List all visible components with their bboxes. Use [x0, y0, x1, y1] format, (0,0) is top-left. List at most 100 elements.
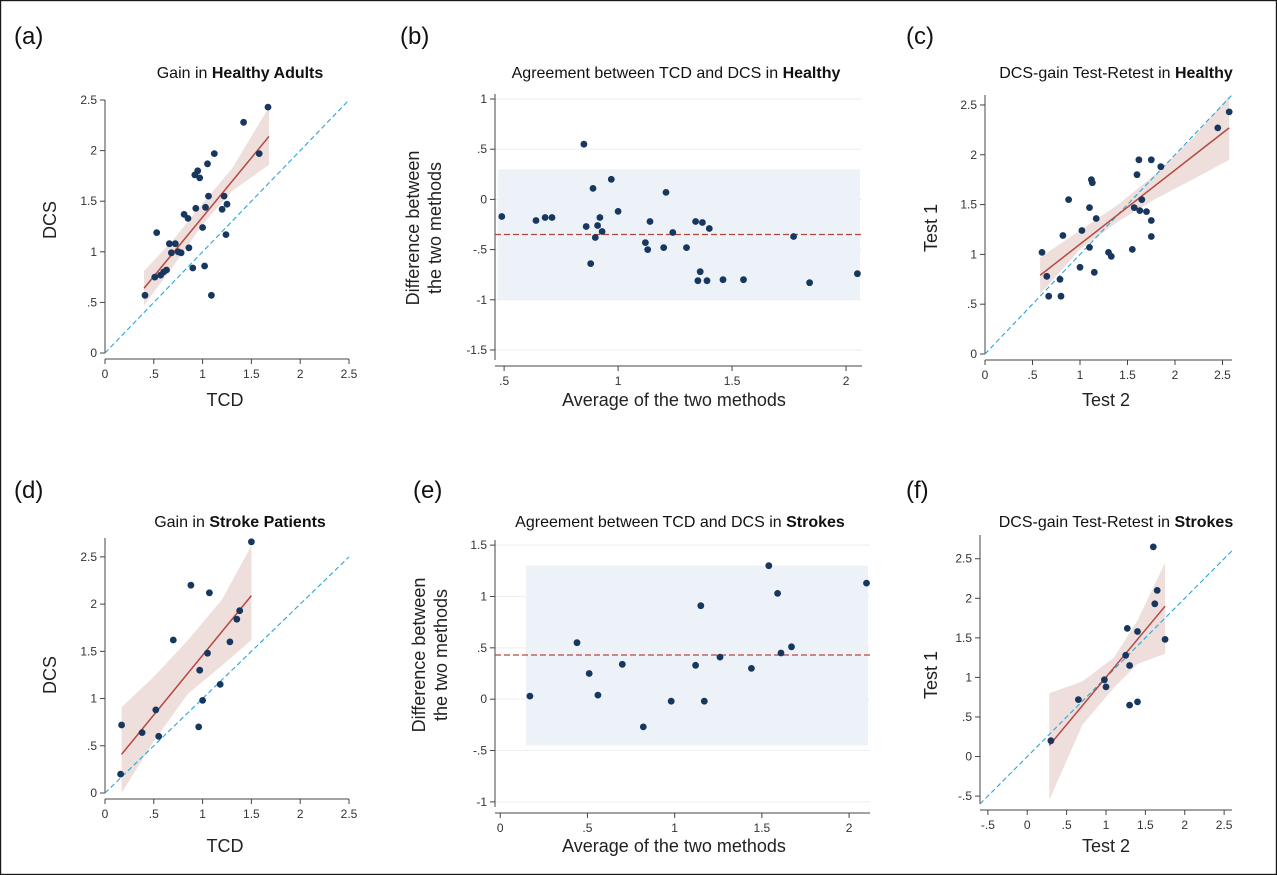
- data-point: [705, 225, 713, 232]
- x-tick-label: .5: [1027, 368, 1037, 382]
- data-point: [177, 249, 185, 257]
- data-point: [696, 268, 704, 276]
- panel-title-bold: Healthy: [1175, 65, 1233, 82]
- x-tick-label: 1.5: [243, 807, 260, 821]
- data-point: [192, 204, 200, 212]
- data-point: [264, 103, 272, 111]
- panel-letter: (d): [14, 477, 43, 504]
- data-point: [168, 249, 175, 257]
- x-tick-label: 2: [1172, 368, 1179, 382]
- data-point: [1133, 171, 1141, 179]
- data-point: [248, 538, 255, 546]
- panel-title-bold: Healthy: [783, 65, 841, 82]
- data-point: [716, 653, 724, 661]
- data-point: [594, 222, 601, 229]
- data-point: [662, 189, 670, 196]
- data-point: [206, 589, 213, 597]
- y-axis-label: DCS: [40, 656, 60, 694]
- y-tick-label: 2: [90, 597, 97, 611]
- panel-title-plain: Agreement between TCD and DCS in: [512, 65, 783, 82]
- data-point: [216, 681, 224, 688]
- data-point: [236, 607, 244, 615]
- data-point: [591, 234, 599, 241]
- x-tick-label: 2: [843, 374, 850, 388]
- data-point: [1153, 587, 1161, 594]
- data-point: [1134, 628, 1141, 635]
- x-tick-label: 0: [982, 368, 989, 382]
- x-tick-label: 0: [102, 807, 109, 821]
- y-tick-label: 1: [90, 245, 97, 259]
- x-axis-label: Test 2: [1082, 390, 1130, 410]
- x-tick-label: 1.5: [243, 367, 260, 381]
- data-point: [163, 266, 170, 274]
- y-axis-label-line1: Difference between: [409, 578, 429, 733]
- data-point: [1102, 683, 1110, 691]
- data-point: [204, 649, 211, 657]
- data-point: [683, 244, 690, 252]
- data-point: [1128, 246, 1136, 253]
- y-tick-label: -1: [476, 293, 487, 307]
- data-point: [118, 721, 125, 729]
- data-point: [694, 277, 702, 285]
- data-point: [703, 277, 711, 285]
- y-tick-label: 1.5: [80, 194, 97, 208]
- data-point: [548, 214, 556, 221]
- x-tick-label: 2.5: [341, 367, 358, 381]
- data-point: [1076, 263, 1084, 271]
- panel-letter: (c): [906, 23, 934, 50]
- data-point: [196, 666, 204, 674]
- y-tick-label: 0: [965, 750, 972, 764]
- x-tick-label: 1.5: [724, 374, 741, 388]
- x-axis-label: Test 2: [1082, 836, 1130, 856]
- panel-title-bold: Strokes: [786, 514, 845, 531]
- panel-title: Agreement between TCD and DCS in Healthy: [512, 65, 841, 82]
- data-point: [790, 233, 797, 240]
- x-tick-label: 2: [846, 821, 853, 835]
- x-tick-label: -.5: [981, 818, 995, 832]
- y-tick-label: -.5: [473, 744, 487, 758]
- y-tick-label: 2: [970, 148, 977, 162]
- y-tick-label: .5: [477, 641, 487, 655]
- data-point: [639, 723, 647, 731]
- y-tick-label: 2.5: [960, 98, 977, 112]
- plot-area: 0 .5 1 1.5 2 2.5 0 .5 1 1.5 2 2.5: [960, 94, 1233, 382]
- data-point: [526, 692, 534, 700]
- x-tick-label: .5: [499, 374, 509, 388]
- data-point: [765, 562, 773, 570]
- data-point: [152, 706, 160, 714]
- panel-letter: (a): [14, 23, 43, 50]
- y-tick-label: 0: [970, 347, 977, 361]
- data-point: [166, 240, 173, 248]
- data-point: [1086, 244, 1093, 251]
- panel-letter: (e): [413, 477, 442, 504]
- data-point: [1090, 268, 1098, 276]
- panel-f: (f) DCS-gain Test-Retest in Strokes Test…: [906, 477, 1233, 856]
- y-axis-label: Test 1: [921, 651, 941, 699]
- data-point: [585, 670, 593, 677]
- data-point: [1043, 272, 1051, 280]
- data-point: [1107, 253, 1115, 260]
- panel-title: Gain in Stroke Patients: [154, 514, 326, 531]
- data-point: [222, 231, 230, 239]
- data-point: [233, 615, 241, 623]
- data-point: [589, 185, 597, 192]
- data-point: [587, 260, 595, 267]
- fit-line: [1039, 127, 1230, 276]
- y-tick-label: 1.5: [955, 631, 972, 645]
- data-point: [1075, 696, 1082, 703]
- data-point: [195, 723, 203, 731]
- data-point: [1086, 204, 1093, 212]
- data-point: [697, 602, 705, 610]
- identity-line: [104, 99, 350, 354]
- x-tick-label: 2.5: [1216, 818, 1233, 832]
- y-tick-label: .5: [87, 739, 97, 753]
- x-tick-label: 2.5: [341, 807, 358, 821]
- y-axis-label-line2: the two methods: [425, 162, 445, 294]
- data-point: [1130, 204, 1138, 212]
- data-point: [1092, 215, 1100, 222]
- panel-title: DCS-gain Test-Retest in Strokes: [999, 514, 1234, 531]
- data-point: [660, 244, 668, 252]
- data-point: [1136, 207, 1144, 215]
- y-axis-label-line2: the two methods: [431, 589, 451, 721]
- x-tick-label: 0: [1024, 818, 1031, 832]
